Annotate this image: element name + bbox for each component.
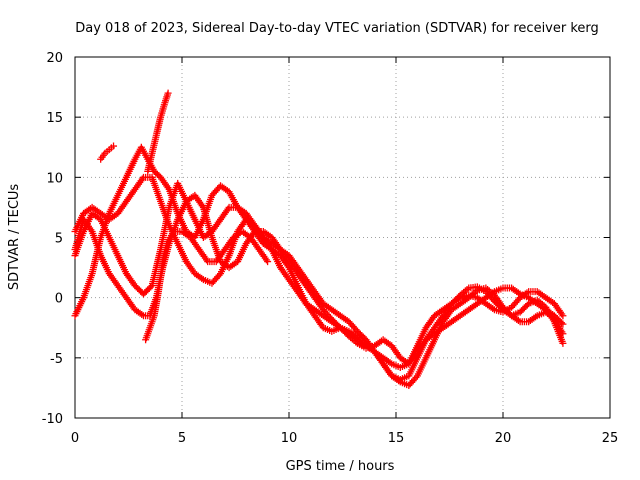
data-point: [412, 373, 420, 381]
data-point: [215, 271, 223, 279]
x-tick-label: 10: [281, 431, 298, 446]
chart-title: Day 018 of 2023, Sidereal Day-to-day VTE…: [75, 21, 599, 36]
x-tick-label: 5: [178, 431, 186, 446]
data-point: [557, 319, 565, 327]
data-point: [559, 312, 567, 320]
x-tick-label: 15: [388, 431, 405, 446]
data-point: [559, 339, 567, 347]
y-tick-label: 0: [55, 292, 63, 307]
x-tick-label: 20: [495, 431, 512, 446]
y-tick-label: 10: [46, 171, 63, 186]
data-point: [264, 258, 272, 266]
x-axis-ticks: 0 5 10 15 20 25: [71, 57, 618, 446]
y-tick-label: -5: [50, 352, 63, 367]
y-axis-label: SDTVAR / TECUs: [7, 184, 22, 291]
data-point: [559, 320, 567, 328]
x-tick-label: 0: [71, 431, 79, 446]
x-tick-label: 25: [602, 431, 619, 446]
y-tick-label: 20: [46, 51, 63, 66]
data-point: [153, 170, 161, 178]
data-point: [523, 301, 531, 309]
data-point: [152, 169, 160, 177]
data-point: [164, 89, 172, 97]
y-tick-label: 15: [46, 111, 63, 126]
gridlines: [75, 57, 610, 418]
y-tick-label: -10: [42, 412, 63, 427]
y-tick-label: 5: [55, 232, 63, 247]
data-points: [71, 89, 567, 390]
x-axis-label: GPS time / hours: [286, 459, 395, 474]
data-point: [110, 142, 118, 150]
data-point: [150, 167, 158, 175]
y-axis-ticks: -10 -5 0 5 10 15 20: [42, 51, 610, 427]
